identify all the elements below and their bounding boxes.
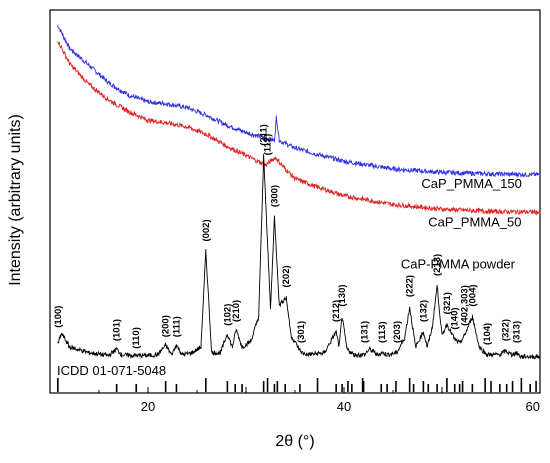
series-line-2 <box>57 153 541 360</box>
peak-label: (002) <box>201 219 212 241</box>
series-text-label: CaP-PMMA powder <box>401 257 516 272</box>
peak-label: (004) <box>467 284 478 306</box>
reference-ticks <box>57 378 537 392</box>
peak-label: (321) <box>442 292 453 314</box>
peak-label: (131) <box>360 321 371 343</box>
y-axis-title: Intensity (arbitrary units) <box>7 114 24 286</box>
peak-label: (222) <box>405 275 416 297</box>
peak-label: (102) <box>222 304 233 326</box>
peak-label: (100) <box>53 306 64 328</box>
peak-label: (112) <box>263 134 274 156</box>
peak-label: (211) <box>259 124 270 146</box>
reference-label: ICDD 01-071-5048 <box>57 363 166 378</box>
peak-label: (111) <box>171 316 182 337</box>
peak-label: (203) <box>392 321 403 343</box>
x-axis: 20 40 60 <box>49 387 541 414</box>
series-line-0 <box>57 24 541 178</box>
peak-label: (104) <box>482 323 493 345</box>
peak-label: (402,303) <box>460 285 471 326</box>
peak-label: (212) <box>331 300 342 322</box>
peak-label: (113) <box>377 321 388 343</box>
peak-label: (101) <box>112 319 123 341</box>
peak-label: (140) <box>450 307 461 329</box>
peak-label: (202) <box>281 265 292 287</box>
peak-label: (313) <box>511 321 522 343</box>
series-labels: CaP_PMMA_150 CaP_PMMA_50 CaP-PMMA powder <box>401 176 522 271</box>
peak-label: (110) <box>131 327 142 349</box>
peak-label: (132) <box>418 300 429 322</box>
x-tick-label: 20 <box>141 399 155 414</box>
series-line-1 <box>57 40 541 216</box>
peak-label: (322) <box>501 319 512 341</box>
peak-label: (200) <box>161 315 172 337</box>
peak-label: (210) <box>231 300 242 322</box>
peak-label: (130) <box>337 284 348 306</box>
peak-label: (301) <box>296 321 307 343</box>
peak-labels: (100) (101) (110) (200) (111) (002) (102)(210)… <box>53 124 523 349</box>
series-text-label: CaP_PMMA_150 <box>421 176 521 191</box>
series-text-label: CaP_PMMA_50 <box>428 214 521 229</box>
peak-label: (213) <box>432 254 443 276</box>
peak-label: (300) <box>269 185 280 207</box>
x-axis-title: 2θ (°) <box>275 433 314 450</box>
x-tick-label: 60 <box>526 399 540 414</box>
x-tick-label: 40 <box>337 399 351 414</box>
series-layer <box>57 24 541 360</box>
